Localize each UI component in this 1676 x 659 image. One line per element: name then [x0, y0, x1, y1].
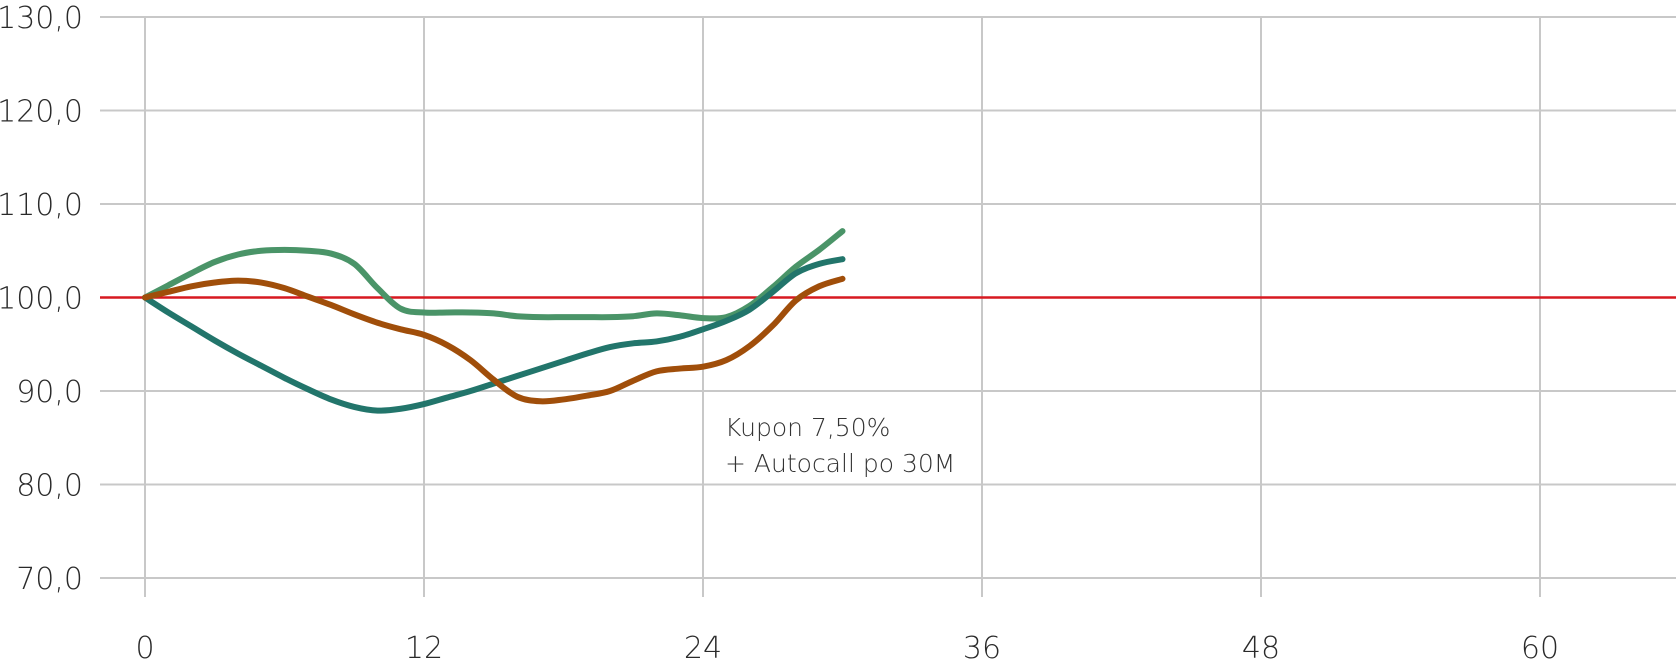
y-tick-label: 110,0: [0, 188, 83, 223]
annotation-line-2: + Autocall po 30M: [725, 449, 955, 478]
y-tick-label: 70,0: [16, 562, 83, 597]
y-tick-label: 80,0: [16, 469, 83, 504]
series-line-1: [142, 228, 846, 322]
x-tick-label: 60: [1521, 631, 1559, 659]
y-tick-label: 100,0: [0, 282, 83, 317]
x-tick-label: 36: [963, 631, 1001, 659]
x-tick-label: 48: [1242, 631, 1280, 659]
y-tick-label: 120,0: [0, 95, 83, 130]
series-layer: [142, 228, 846, 414]
y-tick-label: 90,0: [16, 375, 83, 410]
annotation-line-1: Kupon 7,50%: [725, 413, 890, 442]
x-tick-label: 24: [684, 631, 722, 659]
series-line-3: [142, 275, 846, 405]
x-tick-label: 0: [135, 631, 154, 659]
grid: [100, 16, 1676, 597]
x-tick-label: 12: [405, 631, 443, 659]
axis-labels: 70,0 80,0 90,0 100,0 110,0 120,0 130,0 0 12 24 36 4…: [0, 1, 1559, 659]
y-tick-label: 130,0: [0, 1, 83, 36]
